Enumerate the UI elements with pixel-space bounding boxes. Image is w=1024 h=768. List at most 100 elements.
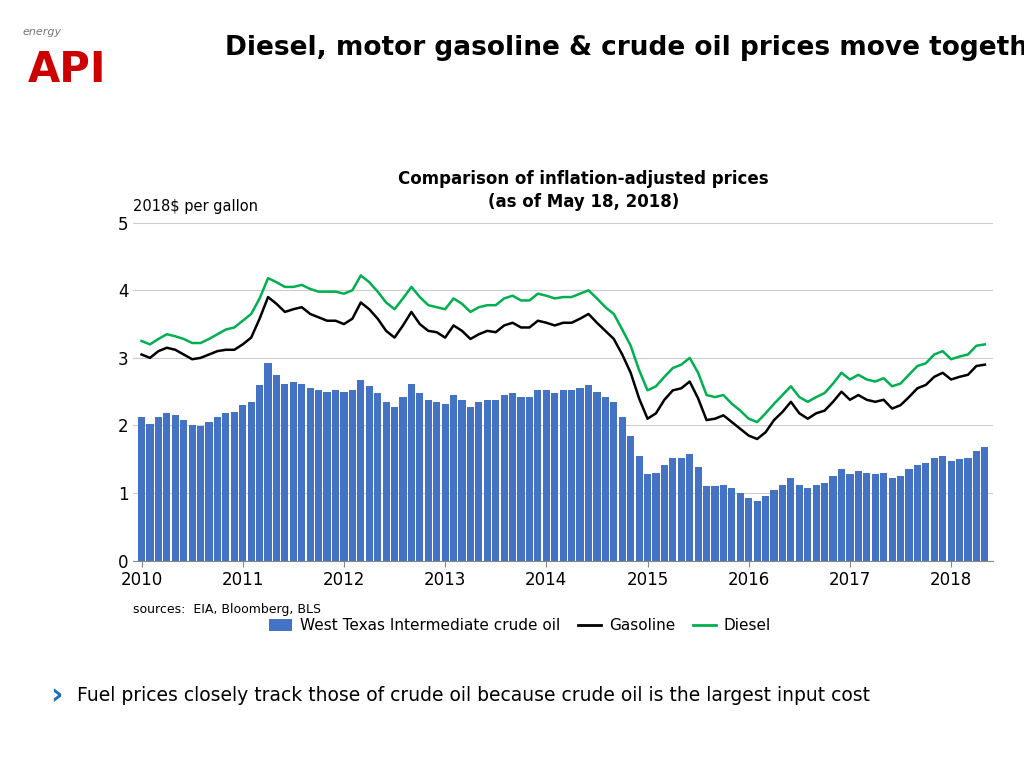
Bar — [332, 390, 339, 561]
Bar — [383, 402, 390, 561]
Bar — [897, 476, 904, 561]
Bar — [138, 417, 145, 561]
Bar — [585, 385, 592, 561]
Bar — [702, 486, 710, 561]
Text: ›: › — [50, 680, 62, 710]
Bar — [306, 389, 313, 561]
Bar — [282, 383, 289, 561]
Bar — [433, 402, 440, 561]
Bar — [188, 425, 196, 561]
Bar — [441, 404, 449, 561]
Bar — [965, 458, 972, 561]
Bar — [568, 390, 575, 561]
Bar — [551, 393, 558, 561]
Bar — [913, 465, 921, 561]
Bar — [230, 412, 238, 561]
Bar — [256, 385, 263, 561]
Bar — [374, 393, 381, 561]
Bar — [636, 456, 643, 561]
Bar — [905, 469, 912, 561]
Bar — [770, 490, 777, 561]
Bar — [172, 415, 179, 561]
Text: sources:  EIA, Bloomberg, BLS: sources: EIA, Bloomberg, BLS — [133, 603, 322, 616]
Bar — [863, 473, 870, 561]
Bar — [425, 400, 432, 561]
Bar — [754, 502, 761, 561]
Bar — [214, 417, 221, 561]
Bar — [559, 390, 567, 561]
Bar — [593, 392, 600, 561]
Bar — [720, 485, 727, 561]
Text: 2018$ per gallon: 2018$ per gallon — [133, 198, 258, 214]
Bar — [610, 402, 617, 561]
Bar — [146, 424, 154, 561]
Bar — [745, 498, 753, 561]
Bar — [501, 395, 508, 561]
Bar — [813, 485, 820, 561]
Bar — [644, 474, 651, 561]
Text: Fuel prices closely track those of crude oil because crude oil is the largest in: Fuel prices closely track those of crude… — [77, 686, 869, 704]
Bar — [602, 397, 609, 561]
Bar — [475, 402, 482, 561]
Bar — [399, 397, 407, 561]
Bar — [543, 390, 550, 561]
Bar — [694, 468, 701, 561]
Bar — [248, 402, 255, 561]
Bar — [163, 413, 170, 561]
Text: API: API — [28, 49, 105, 91]
Bar — [535, 390, 542, 561]
Bar — [736, 493, 743, 561]
Bar — [206, 422, 213, 561]
Bar — [956, 459, 964, 561]
Bar — [728, 488, 735, 561]
Bar — [846, 474, 854, 561]
Bar — [712, 486, 719, 561]
Bar — [796, 485, 803, 561]
Bar — [240, 406, 247, 561]
Bar — [180, 420, 187, 561]
Bar — [459, 400, 466, 561]
Bar — [340, 392, 347, 561]
Bar — [577, 389, 584, 561]
Bar — [627, 435, 634, 561]
Bar — [264, 363, 271, 561]
Bar — [829, 476, 837, 561]
Bar — [973, 451, 980, 561]
Bar — [652, 473, 659, 561]
Bar — [855, 472, 862, 561]
Bar — [686, 454, 693, 561]
Bar — [290, 382, 297, 561]
Bar — [197, 426, 204, 561]
Bar — [762, 496, 769, 561]
Bar — [678, 458, 685, 561]
Bar — [923, 462, 930, 561]
Bar — [804, 488, 811, 561]
Bar — [660, 465, 668, 561]
Bar — [391, 406, 398, 561]
Bar — [838, 469, 845, 561]
Bar — [298, 383, 305, 561]
Bar — [787, 478, 795, 561]
Bar — [821, 483, 828, 561]
Bar — [526, 397, 534, 561]
Bar — [366, 386, 373, 561]
Bar — [450, 395, 457, 561]
Bar — [324, 392, 331, 561]
Bar — [939, 456, 946, 561]
Bar — [889, 478, 896, 561]
Text: Comparison of inflation-adjusted prices
(as of May 18, 2018): Comparison of inflation-adjusted prices … — [398, 170, 769, 211]
Bar — [408, 383, 415, 561]
Legend: West Texas Intermediate crude oil, Gasoline, Diesel: West Texas Intermediate crude oil, Gasol… — [263, 612, 777, 640]
Bar — [618, 417, 626, 561]
Bar — [981, 447, 988, 561]
Bar — [880, 473, 887, 561]
Bar — [483, 400, 490, 561]
Text: Diesel, motor gasoline & crude oil prices move together: Diesel, motor gasoline & crude oil price… — [225, 35, 1024, 61]
Bar — [779, 485, 786, 561]
Bar — [349, 390, 356, 561]
Bar — [493, 400, 500, 561]
Bar — [467, 406, 474, 561]
Bar — [222, 413, 229, 561]
Bar — [871, 474, 879, 561]
Bar — [315, 390, 323, 561]
